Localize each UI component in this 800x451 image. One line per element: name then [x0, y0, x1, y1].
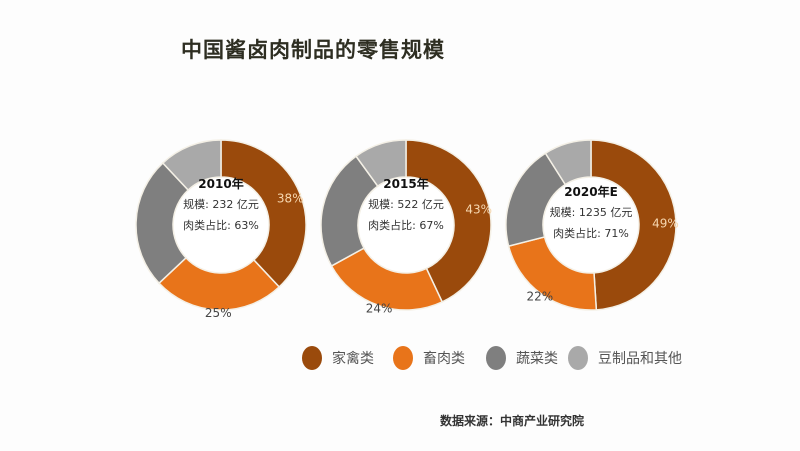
- donut-hole: [544, 178, 638, 272]
- slice-label: 24%: [366, 302, 393, 316]
- donut-slice: [544, 139, 592, 186]
- slice-label: 38%: [277, 192, 304, 206]
- donut-scale-label: 规模: 232 亿元: [183, 197, 259, 211]
- chart-title: 中国酱卤肉制品的零售规模: [181, 38, 445, 62]
- donut-meat-share-label: 肉类占比: 67%: [368, 218, 444, 232]
- legend-item-vegetable: 蔬菜类: [486, 346, 558, 370]
- donut-meat-share-label: 肉类占比: 63%: [183, 218, 259, 232]
- legend-item-poultry: 家禽类: [302, 346, 374, 370]
- legend-label: 家禽类: [332, 351, 374, 367]
- donut-year-title: 2020年E: [564, 184, 618, 199]
- donut-slice: [590, 139, 677, 311]
- slice-label: 49%: [652, 217, 679, 231]
- slice-label: 25%: [205, 306, 232, 320]
- legend-swatch: [302, 346, 322, 370]
- donut-year-title: 2010年: [198, 176, 243, 191]
- legend-swatch: [393, 346, 413, 370]
- donut-slice: [405, 139, 492, 303]
- donut-year-title: 2015年: [383, 176, 428, 191]
- legend-item-other: 豆制品和其他: [568, 346, 682, 370]
- donut-hole: [359, 178, 453, 272]
- source-note: 数据来源：中商产业研究院: [440, 414, 585, 428]
- legend-item-livestock: 畜肉类: [393, 346, 465, 370]
- legend-label: 蔬菜类: [516, 351, 558, 367]
- donut-meat-share-label: 肉类占比: 71%: [553, 226, 629, 240]
- donut-scale-label: 规模: 522 亿元: [368, 197, 444, 211]
- donut-hole: [174, 178, 268, 272]
- legend-swatch: [568, 346, 588, 370]
- legend-label: 豆制品和其他: [598, 351, 682, 367]
- donut-slice: [220, 139, 307, 289]
- donut-scale-label: 规模: 1235 亿元: [550, 205, 633, 219]
- donut-slice: [161, 139, 222, 192]
- legend-swatch: [486, 346, 506, 370]
- donut-slice: [354, 139, 407, 188]
- slice-label: 22%: [527, 289, 554, 303]
- legend-label: 畜肉类: [423, 351, 465, 367]
- slice-label: 43%: [465, 203, 492, 217]
